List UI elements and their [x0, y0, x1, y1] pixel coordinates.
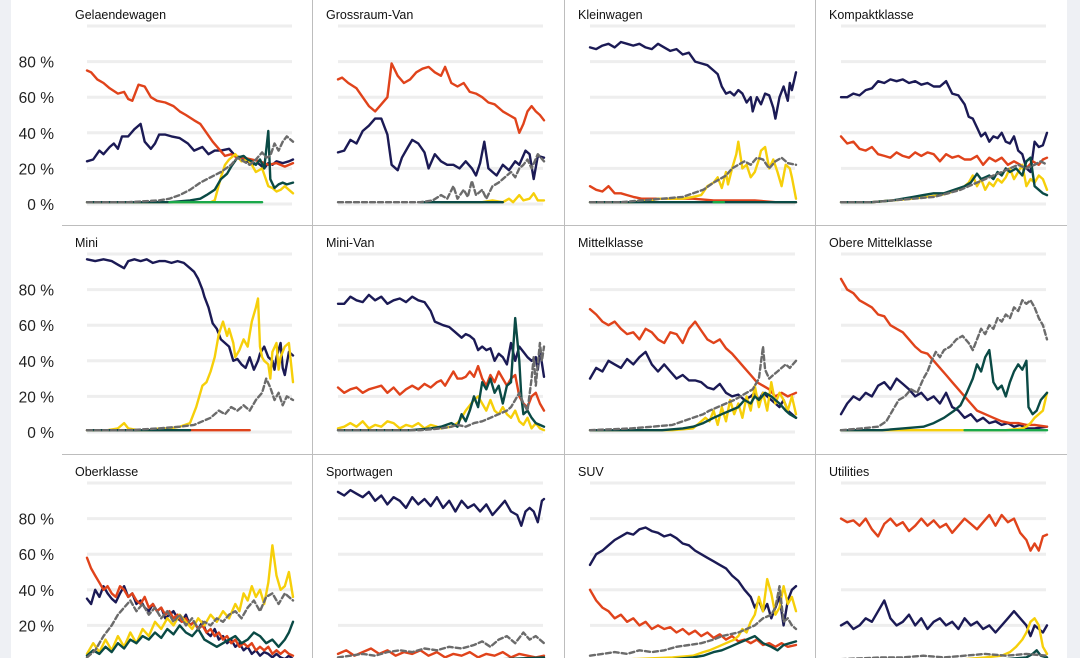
series-line-navy [839, 599, 1049, 638]
series-line-gray [85, 377, 295, 432]
series-line-teal [839, 156, 1049, 204]
series-line-orange [336, 647, 546, 658]
series-line-gray [588, 345, 798, 432]
panel-title: Kleinwagen [578, 8, 643, 22]
series-line-gray [839, 299, 1049, 432]
series-line-navy [336, 488, 546, 527]
series-line-navy [336, 117, 546, 181]
y-tick-label: 40 % [19, 354, 55, 371]
series-line-gray [588, 585, 798, 657]
series-line-yellow [85, 297, 295, 432]
series-line-gray [85, 135, 295, 204]
panel-title: Sportwagen [326, 465, 393, 479]
y-tick-label: 20 % [19, 161, 55, 178]
y-tick-label: 60 % [19, 318, 55, 335]
panel-title: Oberklasse [75, 465, 138, 479]
series-line-teal [672, 634, 798, 658]
y-tick-label: 80 % [19, 512, 55, 529]
series-line-teal [85, 129, 295, 204]
series-line-yellow [839, 163, 1049, 204]
series-line-teal [839, 348, 1049, 432]
y-tick-label: 40 % [19, 583, 55, 600]
y-tick-label: 60 % [19, 90, 55, 107]
panel-title: Gelaendewagen [75, 8, 166, 22]
series-line-teal [336, 316, 546, 432]
y-tick-label: 40 % [19, 126, 55, 143]
series-line-orange [336, 62, 546, 135]
panel-title: Utilities [829, 465, 869, 479]
series-line-orange [588, 308, 798, 398]
series-line-yellow [964, 617, 1049, 658]
series-line-navy [336, 293, 546, 378]
panel-title: Kompaktklasse [829, 8, 914, 22]
series-line-navy [839, 78, 1049, 174]
series-line-gray [839, 160, 1049, 204]
series-line-navy [839, 377, 1049, 430]
series-line-teal [85, 620, 295, 657]
panel-title: Mittelklasse [578, 236, 643, 250]
series-line-yellow [85, 544, 295, 656]
series-line-teal [1005, 649, 1049, 658]
series-line-orange [588, 588, 798, 648]
right-margin [1067, 0, 1080, 658]
series-line-orange [839, 135, 1049, 170]
series-line-orange [839, 277, 1049, 428]
y-tick-label: 0 % [27, 197, 54, 214]
series-line-gray [336, 152, 546, 204]
panel-title: Grossraum-Van [326, 8, 413, 22]
panel-title: Obere Mittelklasse [829, 236, 933, 250]
y-tick-label: 80 % [19, 283, 55, 300]
panel-title: SUV [578, 465, 604, 479]
series-line-orange [336, 364, 546, 412]
series-line-yellow [588, 140, 798, 204]
left-margin [0, 0, 11, 658]
series-line-yellow [839, 391, 1049, 432]
series-line-gray [336, 341, 546, 432]
series-line-gray [85, 592, 295, 658]
panel-title: Mini [75, 236, 98, 250]
series-line-gray [840, 652, 1049, 658]
y-tick-label: 60 % [19, 547, 55, 564]
y-tick-label: 80 % [19, 55, 55, 72]
series-line-orange [588, 184, 798, 204]
series-line-yellow [588, 381, 798, 432]
series-line-navy [588, 40, 798, 120]
y-tick-label: 20 % [19, 389, 55, 406]
series-line-orange [85, 69, 295, 168]
panel-title: Mini-Van [326, 236, 374, 250]
series-line-gray [336, 631, 546, 658]
y-tick-label: 20 % [19, 618, 55, 635]
series-line-navy [588, 526, 798, 627]
series-line-gray [588, 156, 798, 204]
series-line-teal [588, 391, 798, 432]
series-line-navy [588, 350, 798, 419]
series-line-orange [839, 513, 1049, 552]
y-tick-label: 0 % [27, 425, 54, 442]
